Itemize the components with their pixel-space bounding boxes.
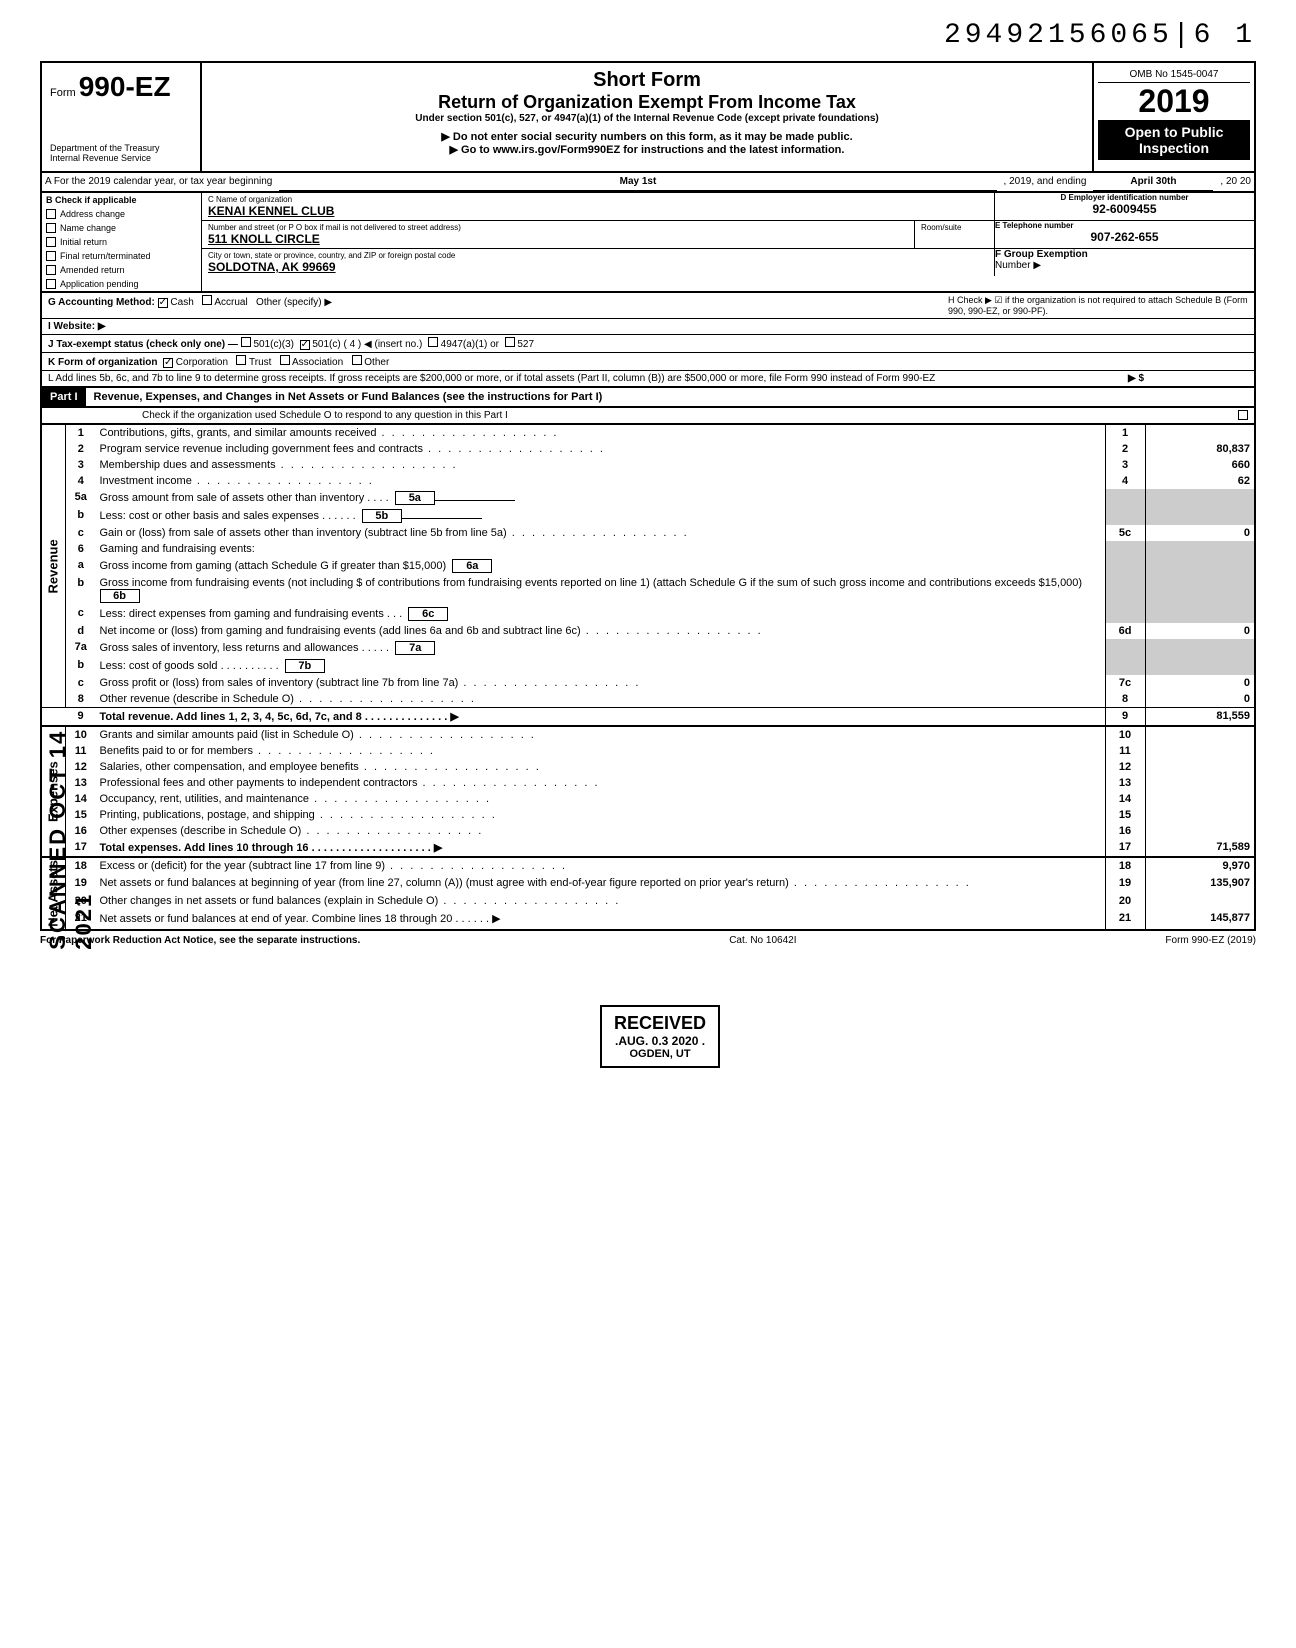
check-final-return[interactable]: Final return/terminated — [42, 249, 201, 263]
website-label: I Website: ▶ — [48, 321, 106, 332]
check-pending[interactable]: Application pending — [42, 277, 201, 291]
footer: For Paperwork Reduction Act Notice, see … — [40, 931, 1256, 950]
line-7c-amount: 0 — [1145, 675, 1255, 691]
other-specify: Other (specify) ▶ — [256, 297, 332, 308]
cat-number: Cat. No 10642I — [729, 935, 796, 946]
short-form-title: Short Form — [208, 69, 1086, 92]
open-public-label: Open to Public — [1102, 124, 1246, 140]
row-a-end2: , 20 20 — [1217, 173, 1254, 191]
city-label: City or town, state or province, country… — [208, 251, 988, 260]
city-value: SOLDOTNA, AK 99669 — [208, 260, 988, 274]
check-corporation[interactable] — [163, 358, 173, 368]
tax-exempt-label: J Tax-exempt status (check only one) — — [48, 339, 238, 350]
schedule-o-check-text: Check if the organization used Schedule … — [142, 410, 508, 421]
street-value: 511 KNOLL CIRCLE — [208, 232, 908, 246]
group-exemption-label: F Group Exemption — [995, 249, 1254, 260]
line-4-amount: 62 — [1145, 473, 1255, 489]
line-6d-amount: 0 — [1145, 623, 1255, 639]
row-a: A For the 2019 calendar year, or tax yea… — [40, 173, 1256, 193]
check-association[interactable] — [280, 355, 290, 365]
line-3-amount: 660 — [1145, 457, 1255, 473]
check-accrual[interactable] — [202, 295, 212, 305]
part-1-header: Part I Revenue, Expenses, and Changes in… — [40, 388, 1256, 408]
org-name-label: C Name of organization — [208, 195, 988, 204]
part-1-title: Revenue, Expenses, and Changes in Net As… — [86, 388, 611, 406]
check-cash[interactable] — [158, 298, 168, 308]
check-4947[interactable] — [428, 337, 438, 347]
part-1-label: Part I — [42, 388, 86, 406]
check-name-change[interactable]: Name change — [42, 221, 201, 235]
line-5c-amount: 0 — [1145, 525, 1255, 541]
check-initial-return[interactable]: Initial return — [42, 235, 201, 249]
info-block: B Check if applicable Address change Nam… — [40, 193, 1256, 293]
line-l-text: L Add lines 5b, 6c, and 7b to line 9 to … — [48, 373, 1128, 384]
line-l-arrow: ▶ $ — [1128, 373, 1248, 384]
document-number: 29492156065|6 1 — [40, 20, 1256, 51]
room-label: Room/suite — [921, 223, 988, 232]
net-assets-side-label: Net Assets — [41, 857, 66, 930]
section-b-header: B Check if applicable — [42, 193, 201, 207]
line-8-amount: 0 — [1145, 691, 1255, 708]
ssn-warning: Do not enter social security numbers on … — [208, 130, 1086, 143]
received-stamp: RECEIVED .AUG. 0.3 2020 . OGDEN, UT — [600, 1005, 720, 1068]
line-21-amount: 145,877 — [1145, 910, 1255, 930]
check-501c3[interactable] — [241, 337, 251, 347]
check-527[interactable] — [505, 337, 515, 347]
form-org-label: K Form of organization — [48, 357, 157, 368]
tax-year-end: April 30th — [1093, 173, 1213, 191]
expenses-side-label: Expenses — [41, 726, 66, 857]
sub-title: Under section 501(c), 527, or 4947(a)(1)… — [208, 113, 1086, 124]
line-17-amount: 71,589 — [1145, 839, 1255, 857]
tax-year: 2019 — [1098, 83, 1250, 120]
tax-year-begin: May 1st — [279, 173, 996, 191]
phone-value: 907-262-655 — [995, 230, 1254, 244]
line-19-amount: 135,907 — [1145, 875, 1255, 892]
form-footer: Form 990-EZ (2019) — [1165, 935, 1256, 946]
street-label: Number and street (or P O box if mail is… — [208, 223, 908, 232]
schedule-b-note: H Check ▶ ☑ if the organization is not r… — [948, 295, 1248, 316]
check-trust[interactable] — [236, 355, 246, 365]
check-other-org[interactable] — [352, 355, 362, 365]
phone-label: E Telephone number — [995, 221, 1254, 230]
group-exemption-number: Number ▶ — [995, 260, 1254, 271]
line-1-text: Contributions, gifts, grants, and simila… — [96, 425, 1106, 441]
check-501c[interactable] — [300, 340, 310, 350]
irs-label: Internal Revenue Service — [50, 153, 192, 163]
form-number: 990-EZ — [79, 71, 171, 102]
line-9-amount: 81,559 — [1145, 708, 1255, 727]
goto-link: Go to www.irs.gov/Form990EZ for instruct… — [208, 143, 1086, 156]
check-amended[interactable]: Amended return — [42, 263, 201, 277]
ein-label: D Employer identification number — [995, 193, 1254, 202]
org-name: KENAI KENNEL CLUB — [208, 204, 988, 218]
meta-rows: G Accounting Method: Cash Accrual Other … — [40, 293, 1256, 388]
line-18-amount: 9,970 — [1145, 857, 1255, 875]
form-header: Form 990-EZ Department of the Treasury I… — [40, 61, 1256, 173]
main-title: Return of Organization Exempt From Incom… — [208, 92, 1086, 113]
lines-table: Revenue 1 Contributions, gifts, grants, … — [40, 425, 1256, 931]
revenue-side-label: Revenue — [41, 425, 66, 708]
omb-number: OMB No 1545-0047 — [1098, 67, 1250, 83]
accounting-method-label: G Accounting Method: — [48, 297, 155, 308]
row-a-mid: , 2019, and ending — [1001, 173, 1090, 191]
dept-label: Department of the Treasury — [50, 143, 192, 153]
form-prefix: Form — [50, 87, 76, 99]
check-address-change[interactable]: Address change — [42, 207, 201, 221]
line-2-amount: 80,837 — [1145, 441, 1255, 457]
row-a-label: A For the 2019 calendar year, or tax yea… — [42, 173, 275, 191]
line-1-amount — [1145, 425, 1255, 441]
ein-value: 92-6009455 — [995, 202, 1254, 216]
check-schedule-o[interactable] — [1238, 410, 1248, 420]
inspection-label: Inspection — [1102, 140, 1246, 156]
